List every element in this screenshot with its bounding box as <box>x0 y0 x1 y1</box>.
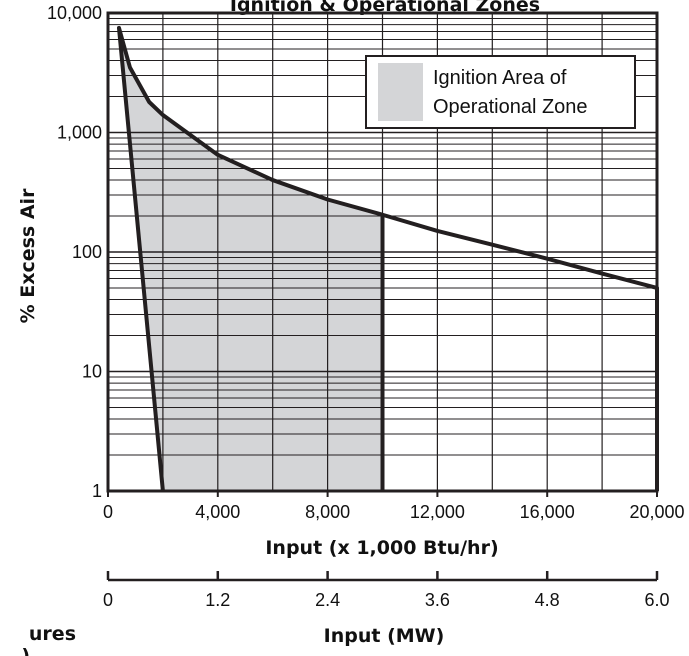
boundary-line <box>116 25 659 492</box>
plot-frame <box>106 11 659 493</box>
x-tick-label: 8,000 <box>305 502 350 522</box>
x-tick-labels: 0 4,000 8,000 12,000 16,000 20,000 <box>103 491 685 522</box>
y-axis-label: % Excess Air <box>17 188 39 323</box>
y-tick-label: 100 <box>72 242 102 262</box>
secondary-tick-label: 4.8 <box>535 590 560 610</box>
x-tick-label: 20,000 <box>629 502 684 522</box>
cropped-caption-fragment-1: ures <box>29 623 76 645</box>
legend-swatch <box>378 63 423 121</box>
legend: Ignition Area of Operational Zone <box>365 55 636 129</box>
x-tick-label: 12,000 <box>410 502 465 522</box>
y-tick-label: 1,000 <box>57 123 102 143</box>
y-tick-label: 1 <box>92 481 102 501</box>
x-tick-label: 0 <box>103 502 113 522</box>
x-tick-label: 4,000 <box>195 502 240 522</box>
y-tick-labels: 1 10 100 1,000 10,000 <box>47 3 102 501</box>
ignition-area-fill <box>118 27 383 492</box>
y-tick-label: 10,000 <box>47 3 102 23</box>
secondary-x-axis-label: Input (MW) <box>324 625 445 647</box>
secondary-tick-label: 1.2 <box>205 590 230 610</box>
secondary-tick-label: 6.0 <box>644 590 669 610</box>
cropped-caption-fragment-2: ) <box>21 645 30 656</box>
secondary-tick-label: 2.4 <box>315 590 340 610</box>
legend-label-line-2: Operational Zone <box>433 96 588 118</box>
secondary-tick-label: 3.6 <box>425 590 450 610</box>
legend-label-line-1: Ignition Area of <box>433 67 567 89</box>
y-tick-label: 10 <box>82 362 102 382</box>
x-tick-label: 16,000 <box>520 502 575 522</box>
secondary-tick-label: 0 <box>103 590 113 610</box>
x-axis-label: Input (x 1,000 Btu/hr) <box>265 537 498 559</box>
secondary-x-axis: 0 1.2 2.4 3.6 4.8 6.0 <box>103 571 670 610</box>
ignition-area <box>118 27 383 492</box>
operational-boundary <box>106 11 659 493</box>
